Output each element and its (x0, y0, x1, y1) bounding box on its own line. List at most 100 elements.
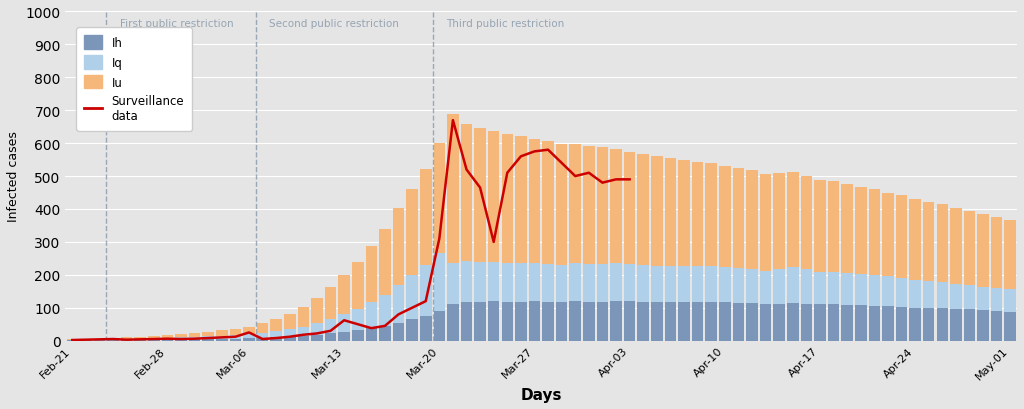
Bar (338, 314, 350, 332)
Bar (692, 162, 703, 267)
Bar (447, 305, 459, 341)
Bar (487, 131, 500, 262)
Bar (801, 304, 812, 341)
Bar (651, 157, 663, 266)
Bar (474, 302, 485, 341)
Bar (502, 302, 513, 341)
Bar (420, 316, 431, 341)
Bar (325, 288, 336, 319)
Bar (433, 144, 445, 254)
Bar (583, 264, 595, 302)
Bar (134, 340, 146, 341)
Bar (868, 190, 880, 275)
Bar (298, 327, 309, 336)
Bar (787, 173, 799, 267)
Bar (162, 335, 173, 338)
Bar (923, 202, 935, 281)
Bar (692, 302, 703, 341)
Bar (175, 337, 186, 339)
Bar (244, 327, 255, 335)
Bar (284, 330, 296, 337)
Bar (229, 339, 242, 341)
Bar (964, 285, 975, 310)
Bar (203, 332, 214, 337)
Bar (638, 265, 649, 302)
Bar (638, 154, 649, 265)
Bar (528, 301, 541, 341)
Bar (502, 263, 513, 302)
Bar (148, 340, 160, 341)
Bar (257, 333, 268, 338)
Bar (556, 302, 567, 341)
Bar (352, 309, 364, 330)
Bar (515, 302, 526, 341)
Bar (909, 308, 921, 341)
Bar (188, 339, 201, 341)
Bar (244, 339, 255, 341)
Bar (896, 307, 907, 341)
Bar (665, 266, 676, 302)
Bar (665, 302, 676, 341)
Bar (746, 171, 758, 269)
Bar (787, 267, 799, 303)
Bar (760, 304, 771, 341)
Bar (188, 333, 201, 337)
Bar (868, 306, 880, 341)
Bar (624, 301, 636, 341)
Text: Third public restriction: Third public restriction (446, 19, 564, 29)
Bar (773, 174, 785, 270)
Bar (842, 184, 853, 273)
Bar (842, 306, 853, 341)
Bar (964, 211, 975, 285)
Bar (706, 302, 717, 341)
Bar (67, 339, 78, 340)
Bar (461, 302, 472, 341)
Bar (543, 264, 554, 302)
Bar (108, 340, 119, 341)
Bar (393, 209, 404, 285)
Bar (801, 177, 812, 270)
Bar (352, 262, 364, 309)
Bar (597, 148, 608, 264)
Bar (188, 337, 201, 339)
Bar (665, 158, 676, 266)
Bar (148, 339, 160, 340)
Bar (162, 340, 173, 341)
Bar (950, 209, 962, 284)
Bar (366, 328, 377, 341)
Bar (393, 323, 404, 341)
Bar (433, 311, 445, 341)
Bar (610, 264, 622, 301)
Bar (732, 169, 744, 269)
Bar (121, 340, 132, 341)
Bar (175, 339, 186, 341)
Bar (787, 303, 799, 341)
Bar (977, 287, 989, 310)
Bar (270, 319, 282, 332)
Bar (338, 275, 350, 314)
Bar (719, 302, 730, 341)
Bar (937, 309, 948, 341)
Bar (229, 329, 242, 335)
Bar (583, 147, 595, 264)
Bar (433, 254, 445, 311)
Bar (229, 335, 242, 339)
Bar (597, 264, 608, 302)
Bar (447, 114, 459, 264)
Bar (842, 273, 853, 306)
Bar (1005, 290, 1016, 312)
Bar (909, 280, 921, 308)
Bar (325, 319, 336, 334)
Bar (311, 335, 323, 341)
Bar (461, 125, 472, 261)
Bar (991, 311, 1002, 341)
Bar (556, 144, 567, 265)
Bar (827, 305, 840, 341)
Bar (270, 332, 282, 337)
Bar (882, 306, 894, 341)
Bar (216, 339, 227, 341)
Text: Second public restriction: Second public restriction (269, 19, 399, 29)
Bar (352, 330, 364, 341)
Bar (338, 332, 350, 341)
Bar (1005, 312, 1016, 341)
